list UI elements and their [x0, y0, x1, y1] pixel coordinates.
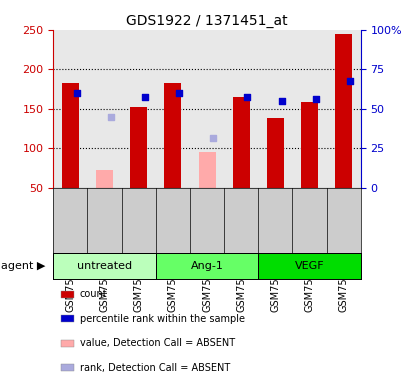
Point — [107, 114, 114, 120]
Bar — [62, 83, 79, 188]
Point — [209, 135, 216, 141]
Title: GDS1922 / 1371451_at: GDS1922 / 1371451_at — [126, 13, 287, 28]
Point — [278, 98, 284, 104]
Text: value, Detection Call = ABSENT: value, Detection Call = ABSENT — [80, 338, 234, 348]
Text: Ang-1: Ang-1 — [190, 261, 223, 271]
Bar — [258, 253, 360, 279]
Point — [141, 94, 148, 100]
Text: percentile rank within the sample: percentile rank within the sample — [80, 314, 244, 324]
Point — [243, 94, 250, 100]
Bar — [130, 107, 147, 188]
Bar — [198, 152, 215, 188]
Bar — [232, 97, 249, 188]
Bar — [164, 83, 181, 188]
Point — [175, 90, 182, 96]
Bar — [266, 118, 283, 188]
Point — [312, 96, 318, 102]
Point — [346, 78, 352, 84]
Text: VEGF: VEGF — [294, 261, 324, 271]
Bar — [53, 253, 155, 279]
Text: agent ▶: agent ▶ — [1, 261, 45, 271]
Text: rank, Detection Call = ABSENT: rank, Detection Call = ABSENT — [80, 363, 229, 372]
Bar — [96, 170, 113, 188]
Bar — [334, 34, 351, 188]
Text: untreated: untreated — [77, 261, 132, 271]
Point — [73, 90, 80, 96]
Bar — [300, 102, 317, 188]
Bar — [155, 253, 258, 279]
Text: count: count — [80, 290, 107, 299]
